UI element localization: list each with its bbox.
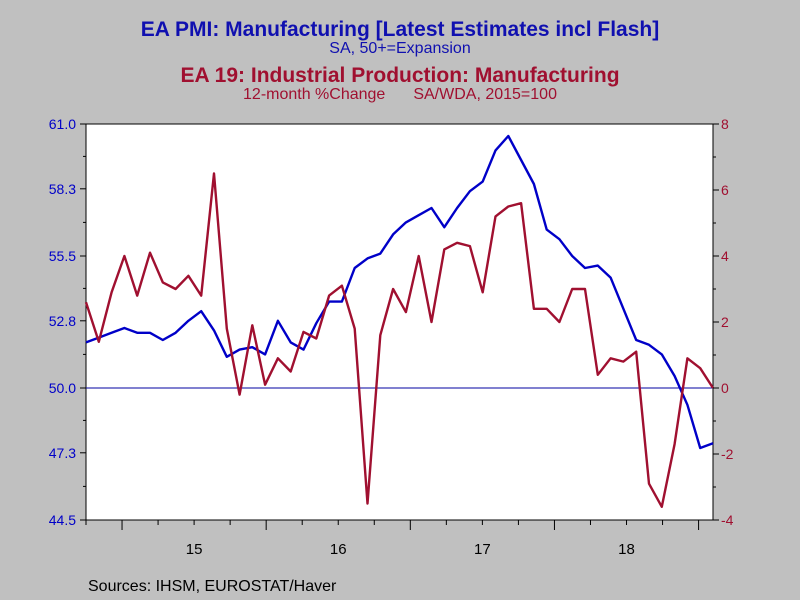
right-axis-tick-label: 6	[721, 182, 729, 198]
pmi-series-line	[85, 134, 714, 450]
x-axis-year-label: 18	[618, 541, 635, 558]
right-axis-tick-label: 4	[721, 248, 729, 264]
right-series-title: EA 19: Industrial Production: Manufactur…	[180, 64, 620, 87]
right-axis-tick-label: 2	[721, 314, 729, 330]
right-subtitle-base: SA/WDA, 2015=100	[413, 86, 557, 103]
right-axis-tick-label: -4	[721, 512, 734, 528]
right-series-subtitle: 12-month %Change SA/WDA, 2015=100	[0, 86, 800, 104]
left-series-title: EA PMI: Manufacturing [Latest Estimates …	[140, 18, 660, 41]
left-axis-tick-label: 44.5	[49, 512, 76, 528]
right-axis-tick-label: 0	[721, 380, 729, 396]
right-subtitle-change: 12-month %Change	[243, 86, 386, 103]
left-axis-tick-label: 50.0	[49, 380, 76, 396]
left-axis-tick-label: 55.5	[49, 248, 76, 264]
right-axis-tick-label: -2	[721, 446, 734, 462]
plot-area	[85, 123, 714, 521]
sources-note: Sources: IHSM, EUROSTAT/Haver	[88, 578, 337, 595]
left-axis-tick-label: 47.3	[49, 445, 76, 461]
x-axis-year-label: 16	[330, 541, 347, 558]
left-axis-tick-label: 58.3	[49, 181, 76, 197]
left-axis-tick-label: 52.8	[49, 313, 76, 329]
x-axis-year-label: 17	[474, 541, 491, 558]
left-series-subtitle: SA, 50+=Expansion	[329, 40, 471, 57]
right-axis-tick-label: 8	[721, 116, 729, 132]
left-axis-tick-label: 61.0	[49, 116, 76, 132]
x-axis-year-label: 15	[186, 541, 203, 558]
industrial-production-series-line	[84, 172, 715, 508]
